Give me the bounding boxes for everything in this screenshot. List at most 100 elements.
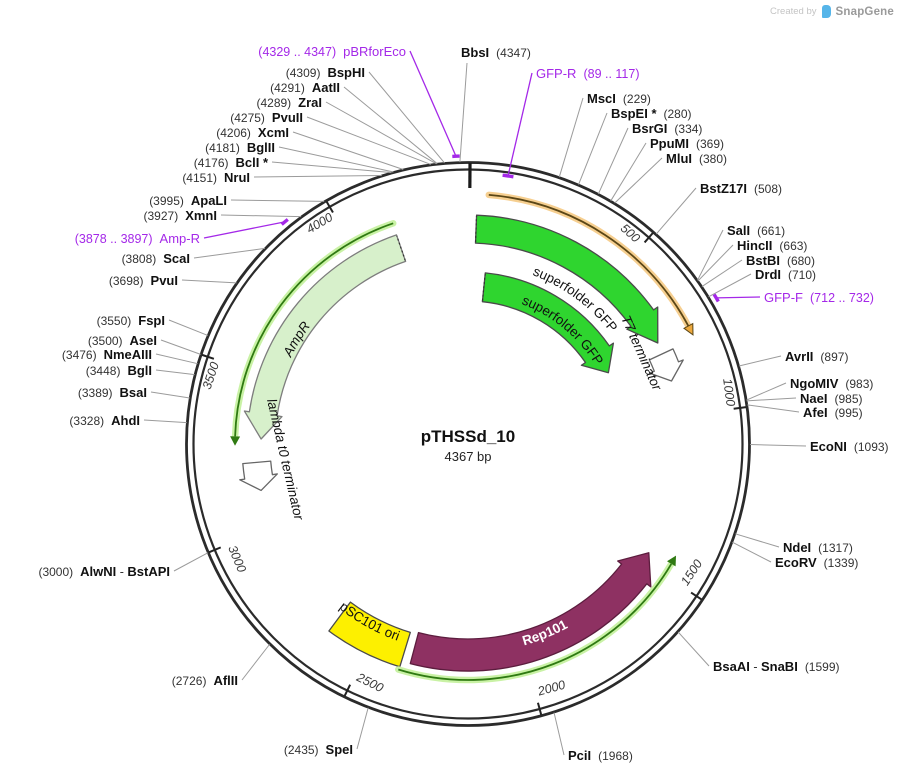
enzyme-label-zrai: (4289) ZraI (256, 95, 322, 110)
leader-line (708, 273, 752, 298)
leader-line (278, 146, 394, 173)
enzyme-label-sali: SalI (661) (727, 223, 785, 238)
enzyme-label-nmeaiii: (3476) NmeAIII (62, 347, 152, 362)
leader-line (732, 541, 772, 563)
scale-tick (536, 702, 543, 716)
leader-line (193, 247, 265, 259)
leader-line (168, 319, 208, 336)
leader-line (155, 353, 198, 365)
enzyme-label-asei: (3500) AseI (88, 333, 157, 348)
primer-label-pbrforeco: (4329 .. 4347) pBRforEco (258, 44, 406, 59)
enzyme-label-alwni-bstapi: (3000) AlwNI - BstAPI (38, 564, 170, 579)
leader-line (553, 712, 565, 756)
feature-rep101-reading-frame-line (398, 563, 673, 681)
enzyme-label-avrii: AvrII (897) (785, 349, 848, 364)
leader-line (368, 71, 445, 164)
primer-leader-line (716, 296, 761, 299)
leader-line (292, 131, 404, 171)
leader-line (220, 214, 302, 218)
enzyme-label-naei: NaeI (985) (800, 391, 862, 406)
feature-t7-terminator (648, 348, 684, 382)
leader-line (677, 631, 710, 667)
scale-tick (690, 591, 703, 601)
leader-line (614, 157, 663, 204)
feature-superfolder-gfp (474, 214, 659, 344)
enzyme-label-ahdi: (3328) AhdI (69, 413, 140, 428)
feature-rep101 (409, 552, 652, 672)
scale-label: 2000 (535, 678, 567, 699)
enzyme-label-econi: EcoNI (1093) (810, 439, 889, 454)
feature-t7-region-arc-arrowhead (683, 322, 694, 336)
enzyme-label-bsrgi: BsrGI (334) (632, 121, 702, 136)
primer-leader-line (409, 50, 457, 157)
enzyme-label-nrui: (4151) NruI (182, 170, 250, 185)
scale-label: 1000 (720, 378, 738, 407)
enzyme-label-hincii: HincII (663) (737, 238, 807, 253)
leader-line (578, 112, 608, 185)
enzyme-label-msci: MscI (229) (587, 91, 651, 106)
enzyme-label-pcii: PciI (1968) (568, 748, 633, 763)
enzyme-label-apali: (3995) ApaLI (149, 193, 227, 208)
enzyme-label-bcli: (4176) BclI * (194, 155, 269, 170)
leader-line (697, 244, 734, 282)
feature-ampr-truncation-edge (396, 235, 406, 261)
enzyme-label-xcmi: (4206) XcmI (216, 125, 289, 140)
leader-line (241, 644, 270, 681)
feature-t7-region-arc-line (488, 194, 690, 327)
enzyme-label-mlui: MluI (380) (666, 151, 727, 166)
watermark-brand: SnapGene (835, 5, 894, 18)
leader-line (271, 161, 392, 174)
enzyme-label-bspei: BspEI * (280) (611, 106, 692, 121)
primer-label-amp-r: (3878 .. 3897) Amp-R (75, 231, 200, 246)
primer-leader-line (203, 221, 285, 239)
leader-line (150, 391, 190, 399)
enzyme-label-bstbi: BstBI (680) (746, 253, 815, 268)
leader-line (746, 382, 787, 401)
scale-label: 2500 (354, 670, 386, 695)
leader-line (558, 97, 584, 178)
enzyme-label-pvuii: (4275) PvuII (230, 110, 303, 125)
leader-line (325, 101, 437, 165)
feature-label-lambda-t0-terminator: lambda t0 terminator (264, 397, 307, 521)
leader-line (738, 355, 782, 367)
enzyme-label-xmni: (3927) XmnI (144, 208, 217, 223)
primer-site-amp-r (280, 218, 289, 226)
enzyme-label-aflii: (2726) AflII (172, 673, 238, 688)
feature-ampr-reading-frame-line (234, 222, 394, 437)
leader-line (155, 369, 195, 376)
scale-tick (325, 201, 334, 214)
scale-tick (643, 232, 654, 244)
scale-tick (343, 684, 352, 697)
leader-line (697, 229, 724, 281)
enzyme-label-aatii: (4291) AatII (270, 80, 340, 95)
enzyme-label-bgli: (3448) BglI (86, 363, 152, 378)
leader-line (356, 707, 369, 750)
leader-line (746, 397, 797, 402)
enzyme-label-bsai: (3389) BsaI (78, 385, 147, 400)
enzyme-label-bbsi: BbsI (4347) (461, 45, 531, 60)
leader-line (181, 279, 237, 284)
leader-line (160, 339, 201, 355)
enzyme-label-afei: AfeI (995) (803, 405, 863, 420)
scale-tick (208, 546, 222, 554)
scale-label: 4000 (304, 210, 335, 236)
leader-line (655, 187, 697, 235)
feature-ampr (243, 234, 407, 440)
leader-line (253, 175, 382, 178)
feature-superfolder-gfp (481, 272, 615, 374)
enzyme-label-ngomiv: NgoMIV (983) (790, 376, 873, 391)
enzyme-label-drdi: DrdI (710) (755, 267, 816, 282)
leader-line (143, 419, 187, 424)
leader-line (459, 62, 468, 163)
enzyme-label-ecorv: EcoRV (1339) (775, 555, 858, 570)
enzyme-label-ppumi: PpuMI (369) (650, 136, 724, 151)
primer-leader-line (507, 72, 533, 177)
feature-rep101-reading-frame-arrowhead (667, 555, 676, 567)
leader-line (343, 86, 438, 165)
enzyme-label-scai: (3808) ScaI (122, 251, 190, 266)
enzyme-label-bstz17i: BstZ17I (508) (700, 181, 782, 196)
feature-superfolder-gfp-truncation-edge (481, 273, 486, 301)
feature-ampr-reading-frame-arrowhead (230, 436, 241, 446)
primer-label-gfp-r: GFP-R (89 .. 117) (536, 66, 640, 81)
